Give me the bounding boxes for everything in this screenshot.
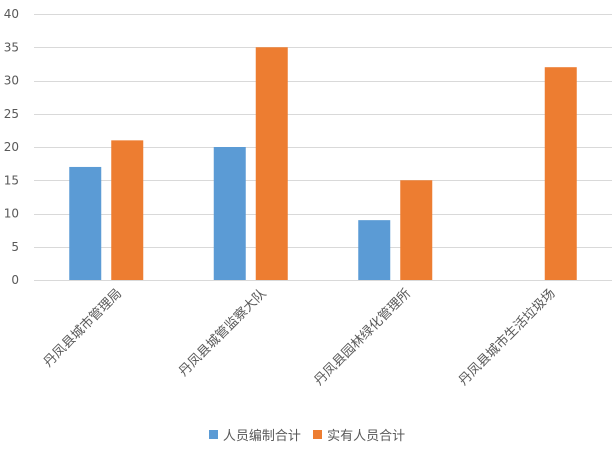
bar-series-1-category-0 bbox=[111, 140, 144, 280]
y-tick-label: 40 bbox=[4, 7, 19, 21]
bar-series-0-category-0 bbox=[69, 166, 102, 280]
legend: 人员编制合计 实有人员合计 bbox=[0, 425, 614, 444]
legend-label-series-1: 实有人员合计 bbox=[327, 429, 406, 444]
y-tick-label: 15 bbox=[4, 173, 19, 187]
legend-swatch-series-0 bbox=[208, 430, 218, 439]
x-category-label: 丹凤县城市管理局 bbox=[40, 286, 125, 371]
y-tick-label: 5 bbox=[11, 240, 19, 254]
y-tick-label: 10 bbox=[4, 207, 19, 221]
y-tick-label: 25 bbox=[4, 107, 19, 121]
y-tick-label: 30 bbox=[4, 74, 19, 88]
bar-series-1-category-2 bbox=[400, 180, 433, 280]
x-category-label: 丹凤县城市生活垃圾场 bbox=[455, 286, 558, 389]
legend-item-series-0: 人员编制合计 bbox=[208, 425, 301, 444]
bar-series-1-category-1 bbox=[255, 47, 288, 280]
y-axis-tick-labels: 0 5 10 15 20 25 30 35 40 bbox=[4, 7, 19, 287]
legend-item-series-1: 实有人员合计 bbox=[313, 425, 405, 444]
bar-series-0-category-1 bbox=[213, 147, 246, 280]
legend-label-series-0: 人员编制合计 bbox=[222, 429, 301, 444]
y-tick-label: 0 bbox=[11, 273, 19, 287]
y-tick-label: 20 bbox=[4, 140, 19, 154]
x-category-label: 丹凤县园林绿化管理所 bbox=[312, 286, 415, 389]
y-tick-label: 35 bbox=[4, 40, 19, 54]
legend-swatch-series-1 bbox=[313, 430, 323, 439]
bar-series-1-category-3 bbox=[544, 67, 577, 280]
bar-series-0-category-2 bbox=[358, 220, 391, 280]
bars bbox=[69, 47, 577, 280]
x-category-label: 丹凤县城管监察大队 bbox=[176, 286, 269, 379]
x-axis-category-labels: 丹凤县城市管理局 丹凤县城管监察大队 丹凤县园林绿化管理所 丹凤县城市生活垃圾场 bbox=[40, 286, 558, 389]
